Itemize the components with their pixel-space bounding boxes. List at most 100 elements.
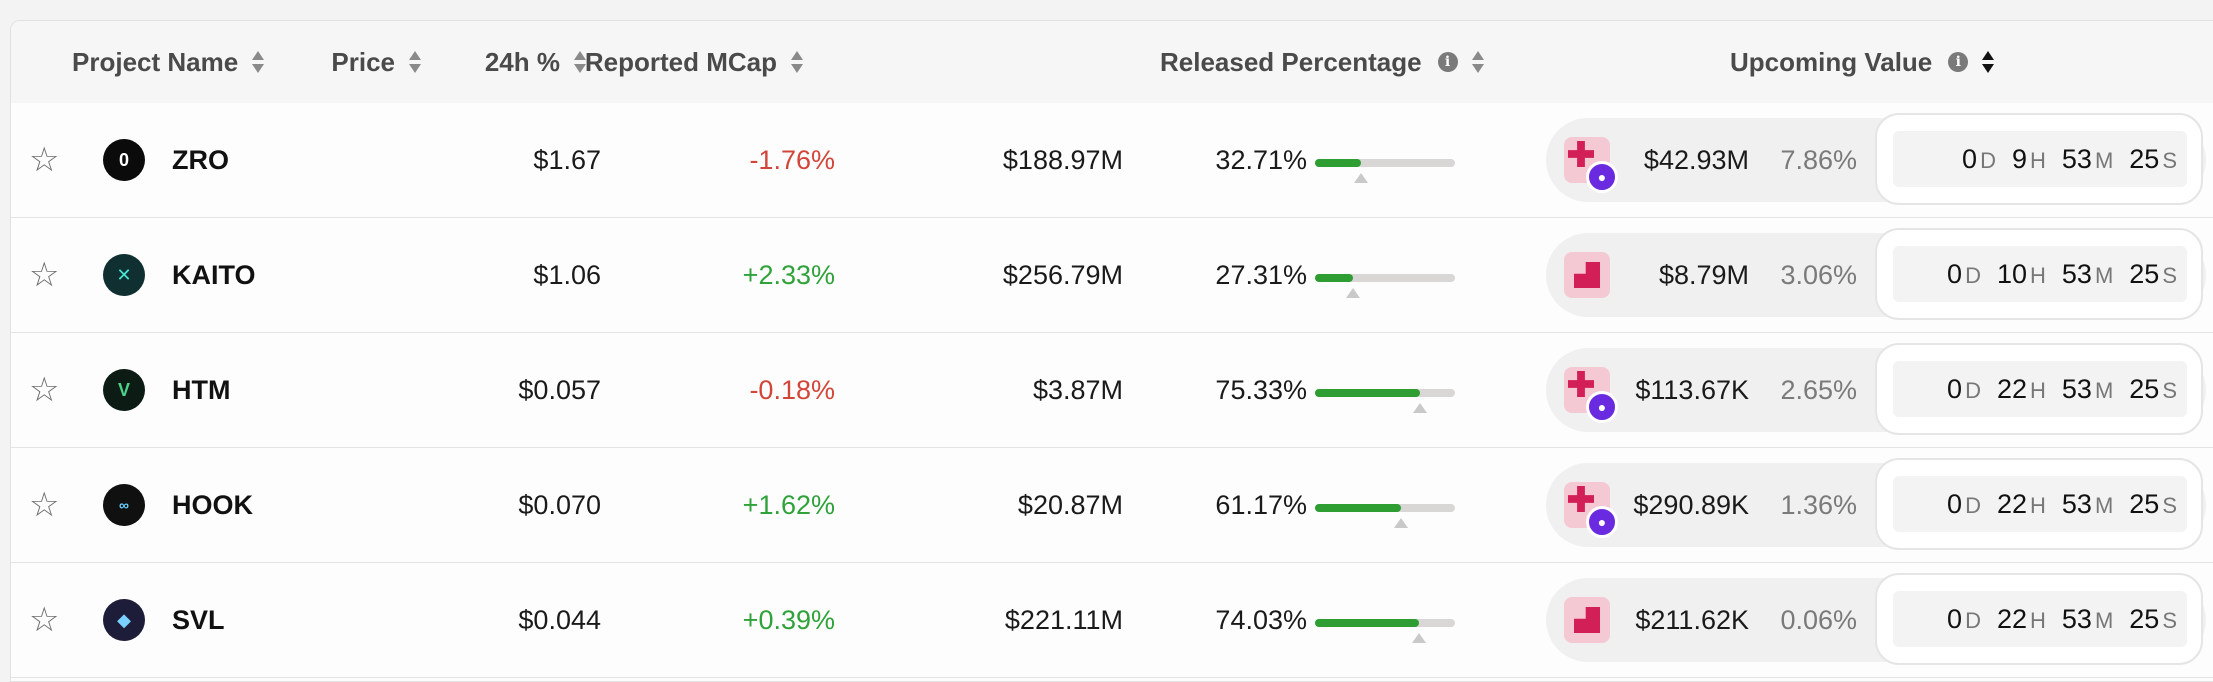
column-header-label: Project Name (72, 46, 239, 77)
upcoming-value-amount: $113.67K (1635, 374, 1749, 405)
info-icon[interactable]: i (1437, 52, 1458, 72)
released-marker (1346, 288, 1361, 298)
project-name[interactable]: ZRO (172, 144, 229, 175)
star-icon[interactable]: ☆ (29, 486, 60, 524)
sort-icon[interactable] (252, 49, 265, 75)
column-header-price[interactable]: Price (311, 21, 421, 103)
column-header-reported-mcap[interactable]: Reported MCap (585, 21, 803, 103)
star-icon[interactable]: ☆ (29, 371, 60, 409)
column-header-released-percentage[interactable]: Released Percentage i (1160, 21, 1484, 103)
column-header-label: Released Percentage (1160, 46, 1422, 77)
column-header-label: Reported MCap (584, 46, 777, 77)
released-progress-bar (1315, 159, 1455, 183)
released-progress-fill (1315, 619, 1419, 627)
column-header-upcoming-value[interactable]: Upcoming Value i (1730, 21, 1995, 103)
countdown-unit: S (2162, 607, 2177, 633)
released-percentage-value: 74.03% (1215, 604, 1307, 635)
token-unlock-table: Project Name Price 24h % Reported MCap R… (10, 20, 2213, 682)
countdown-unit: H (2030, 377, 2046, 403)
unlock-category-icon (1564, 252, 1610, 298)
price-value: $1.67 (533, 144, 601, 175)
released-progress-fill (1315, 504, 1401, 512)
sort-icon[interactable] (1471, 49, 1484, 75)
price-value: $0.057 (518, 374, 601, 405)
released-marker (1393, 518, 1408, 528)
change-24h-value: +0.39% (742, 604, 835, 635)
project-name[interactable]: KAITO (172, 259, 256, 290)
star-icon[interactable]: ☆ (29, 141, 60, 179)
table-header: Project Name Price 24h % Reported MCap R… (11, 21, 2213, 104)
table-row[interactable]: ☆ ∞ HOOK $0.070 +1.62% $20.87M 61.17% ● … (11, 448, 2213, 563)
token-logo-icon: 0 (103, 139, 145, 181)
countdown-unit: S (2162, 492, 2177, 518)
sort-icon[interactable] (409, 49, 421, 75)
table-row[interactable]: ☆ ✕ KAITO $1.06 +2.33% $256.79M 27.31% $… (11, 218, 2213, 333)
released-progress-bar (1315, 274, 1455, 298)
released-percentage-value: 32.71% (1215, 144, 1307, 175)
countdown-days: 0 (1947, 373, 1963, 404)
countdown-minutes: 53 (2061, 603, 2092, 634)
countdown-unit: M (2094, 607, 2114, 633)
upcoming-value-amount: $42.93M (1643, 144, 1749, 175)
countdown-minutes: 53 (2061, 488, 2092, 519)
released-progress-fill (1315, 274, 1354, 282)
countdown-unit: H (2030, 147, 2046, 173)
table-row[interactable]: ☆ V HTM $0.057 -0.18% $3.87M 75.33% ● $1… (11, 333, 2213, 448)
upcoming-value-percent: 7.86% (1780, 144, 1857, 175)
user-icon: ● (1586, 506, 1618, 538)
countdown-days: 0 (1962, 143, 1978, 174)
countdown-hours: 10 (1996, 258, 2027, 289)
sort-icon[interactable] (1982, 49, 1995, 75)
countdown-unit: M (2094, 377, 2114, 403)
column-header-label: Upcoming Value (1730, 46, 1933, 77)
countdown-seconds: 25 (2129, 603, 2160, 634)
table-row[interactable]: ☆ ◆ SVL $0.044 +0.39% $221.11M 74.03% $2… (11, 563, 2213, 678)
countdown-unit: S (2162, 377, 2177, 403)
change-24h-value: -0.18% (749, 374, 835, 405)
unlock-category-icon: ● (1564, 482, 1618, 538)
reported-mcap-value: $3.87M (1032, 374, 1123, 405)
countdown-days: 0 (1947, 603, 1963, 634)
countdown-hours: 22 (1996, 603, 2027, 634)
countdown-minutes: 53 (2061, 373, 2092, 404)
project-name[interactable]: HTM (172, 374, 231, 405)
upcoming-value-amount: $290.89K (1633, 489, 1749, 520)
countdown-seconds: 25 (2129, 373, 2160, 404)
star-icon[interactable]: ☆ (29, 256, 60, 294)
upcoming-value-percent: 0.06% (1780, 604, 1857, 635)
countdown-hours: 22 (1996, 488, 2027, 519)
countdown-unit: D (1965, 377, 1981, 403)
column-header-label: Price (331, 46, 395, 77)
change-24h-value: +2.33% (742, 259, 835, 290)
countdown-unit: H (2030, 492, 2046, 518)
countdown-days: 0 (1947, 258, 1963, 289)
project-name[interactable]: HOOK (172, 489, 253, 520)
sort-icon[interactable] (574, 49, 586, 75)
column-header-project-name[interactable]: Project Name (72, 21, 265, 103)
countdown-unit: M (2094, 262, 2114, 288)
countdown-minutes: 53 (2061, 143, 2092, 174)
released-progress-fill (1315, 159, 1361, 167)
countdown-minutes: 53 (2061, 258, 2092, 289)
released-marker (1353, 173, 1368, 183)
countdown-unit: H (2030, 262, 2046, 288)
info-icon[interactable]: i (1948, 52, 1969, 72)
token-logo-icon: ∞ (103, 484, 145, 526)
countdown-seconds: 25 (2129, 258, 2160, 289)
user-icon: ● (1586, 391, 1618, 423)
table-row[interactable]: ☆ 0 ZRO $1.67 -1.76% $188.97M 32.71% ● $… (11, 103, 2213, 218)
countdown-unit: H (2030, 607, 2046, 633)
unlock-category-icon: ● (1564, 137, 1618, 193)
project-name[interactable]: SVL (172, 604, 225, 635)
column-header-label: 24h % (484, 46, 560, 77)
price-value: $0.070 (518, 489, 601, 520)
unlock-category-icon: ● (1564, 367, 1618, 423)
released-percentage-value: 61.17% (1215, 489, 1307, 520)
column-header-24h[interactable]: 24h % (451, 21, 586, 103)
star-icon[interactable]: ☆ (29, 601, 60, 639)
countdown-unit: D (1965, 262, 1981, 288)
